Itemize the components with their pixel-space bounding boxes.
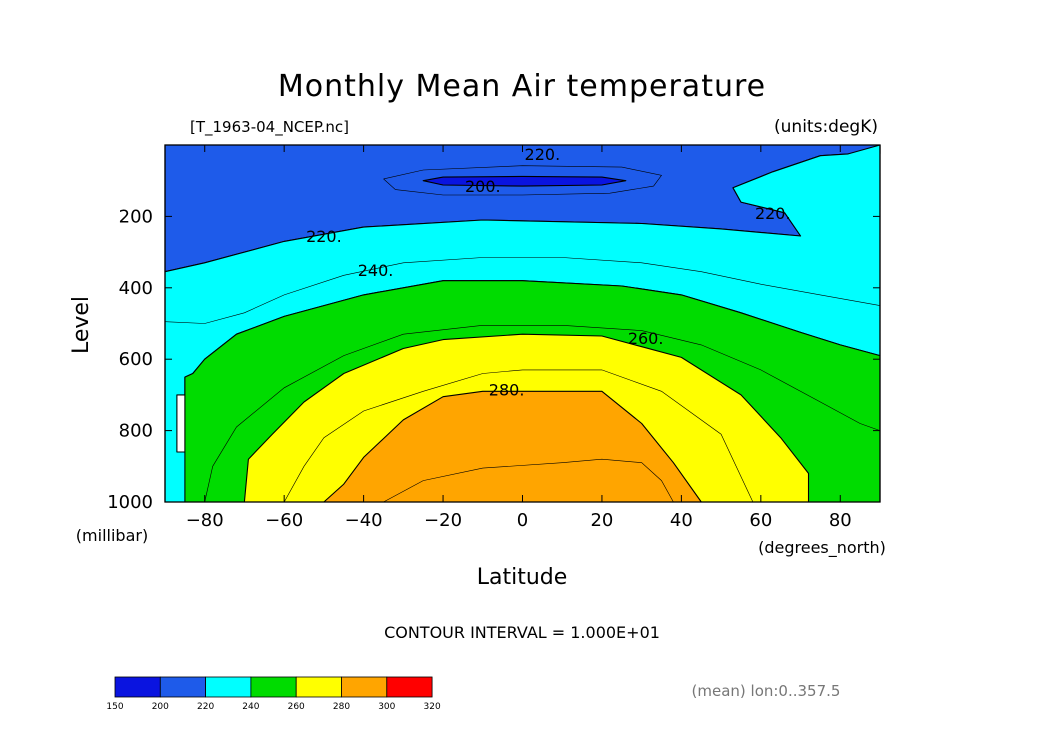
contour-fills: [164, 144, 881, 503]
colorbar-tick-label: 260: [288, 702, 305, 712]
x-tick-label: 80: [829, 510, 852, 531]
y-tick-label: 1000: [107, 492, 153, 513]
dataset-label: [T_1963-04_NCEP.nc]: [190, 118, 349, 137]
x-tick-label: 0: [517, 510, 528, 531]
contour-label: 280.: [489, 381, 525, 400]
x-axis-title: Latitude: [477, 565, 568, 590]
x-tick-label: −80: [186, 510, 224, 531]
colorbar-tick-label: 320: [424, 702, 441, 712]
y-tick-label: 800: [119, 421, 153, 442]
colorbar-tick-label: 280: [333, 702, 350, 712]
contour-label: 220.: [306, 227, 342, 246]
x-tick-label: 40: [670, 510, 693, 531]
contour-line-230: [164, 257, 881, 324]
x-tick-label: 60: [749, 510, 772, 531]
footnote-mean-lon: (mean) lon:0..357.5: [692, 682, 841, 700]
contour-label: 200.: [465, 177, 501, 196]
contour-lines: [164, 165, 881, 503]
colorbar-tick-label: 240: [242, 702, 259, 712]
colorbar-tick-label: 150: [106, 702, 123, 712]
contour-interval-label: CONTOUR INTERVAL = 1.000E+01: [384, 623, 660, 642]
contour-label: 220.: [525, 145, 561, 164]
contour-line-290: [383, 458, 674, 503]
colorbar-tick-label: 200: [152, 702, 169, 712]
y-axis-title: Level: [69, 296, 94, 354]
chart-title: Monthly Mean Air temperature: [278, 69, 766, 104]
colorbar-swatch: [114, 676, 161, 698]
contour-line-210: [383, 165, 663, 196]
colorbar-swatch: [159, 676, 207, 698]
contour-band-190: [422, 175, 627, 187]
contour-labels: 220. 200. 220. 220. 240. 260. 280.: [306, 145, 790, 400]
y-axis-unit: (millibar): [76, 526, 148, 545]
x-tick-label: −60: [265, 510, 303, 531]
x-axis-unit: (degrees_north): [758, 538, 886, 558]
y-tick-label: 600: [119, 349, 153, 370]
y-tick-label: 400: [119, 278, 153, 299]
axes: −80 −60 −40 −20 0 20 40 60 80 200 400 600 800 1000: [107, 145, 880, 531]
contour-band-280: [323, 390, 702, 503]
colorbar-tick-label: 220: [197, 702, 214, 712]
contour-line-270: [283, 369, 754, 503]
x-tick-label: −20: [424, 510, 462, 531]
contour-label: 220.: [755, 204, 791, 223]
units-label: (units:degK): [774, 117, 878, 137]
colorbar-swatch: [250, 676, 297, 698]
colorbar-tick-label: 300: [378, 702, 395, 712]
contour-label: 240.: [358, 261, 394, 280]
colorbar-swatch: [295, 676, 342, 698]
colorbar-swatch: [386, 676, 433, 698]
x-tick-label: 20: [590, 510, 613, 531]
colorbar: 150 200 220 240 260 280 300 320: [106, 676, 441, 712]
x-tick-label: −40: [345, 510, 383, 531]
contour-label: 260.: [628, 329, 664, 348]
contour-line-250: [204, 324, 881, 503]
colorbar-swatch: [341, 676, 388, 698]
y-tick-label: 200: [119, 206, 153, 227]
colorbar-swatch: [205, 676, 252, 698]
